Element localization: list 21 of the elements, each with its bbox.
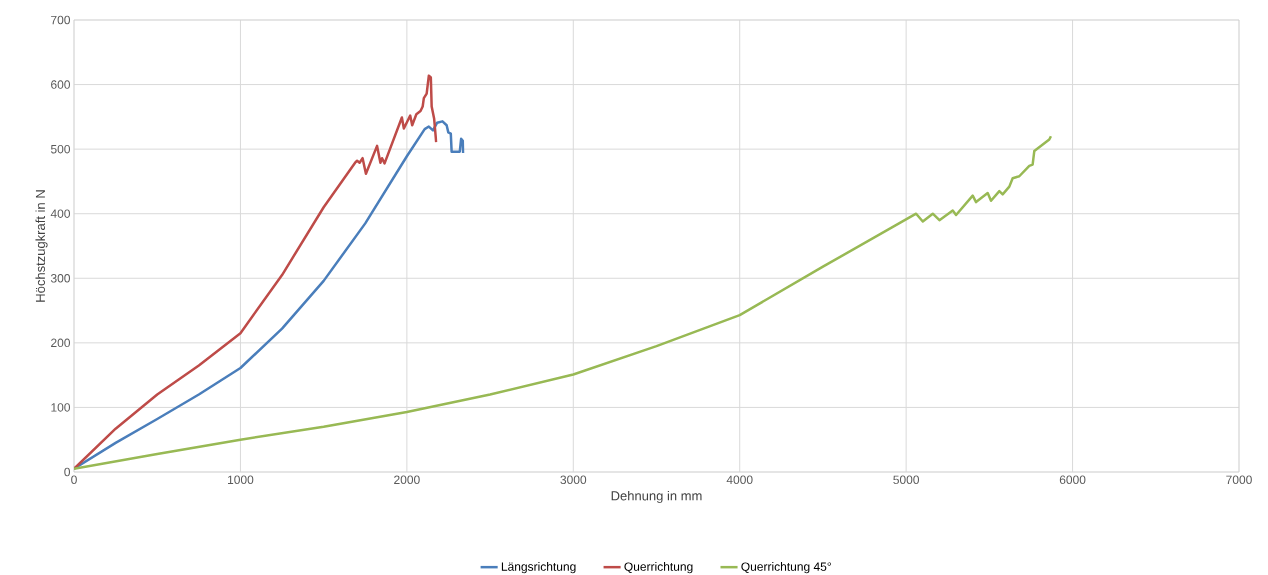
y-tick-label: 500 <box>50 144 71 154</box>
y-tick-label: 0 <box>64 467 71 477</box>
y-tick-label: 700 <box>51 15 71 25</box>
y-tick-label: 300 <box>50 274 71 283</box>
legend-label: Querrichtung 45° <box>741 562 831 574</box>
legend-label: Längsrichtung <box>501 562 576 574</box>
x-tick-label: 1000 <box>228 475 254 485</box>
x-tick-label: 3000 <box>560 475 587 485</box>
y-axis-title: Höchstzugkraft in N <box>35 190 48 302</box>
x-tick-label: 5000 <box>893 475 920 485</box>
x-tick-label: 7000 <box>1226 475 1252 485</box>
x-tick-label: 2000 <box>394 475 420 485</box>
y-tick-label: 400 <box>50 209 71 218</box>
x-tick-label: 4000 <box>726 475 753 485</box>
line-series <box>74 134 1053 471</box>
x-axis-title: Dehnung in mm <box>611 490 702 503</box>
legend-label: Querrichtung <box>624 562 693 574</box>
y-tick-label: 600 <box>51 80 71 89</box>
y-tick-label: 100 <box>51 403 71 412</box>
y-tick-label: 200 <box>51 338 71 348</box>
x-tick-label: 6000 <box>1059 475 1086 485</box>
